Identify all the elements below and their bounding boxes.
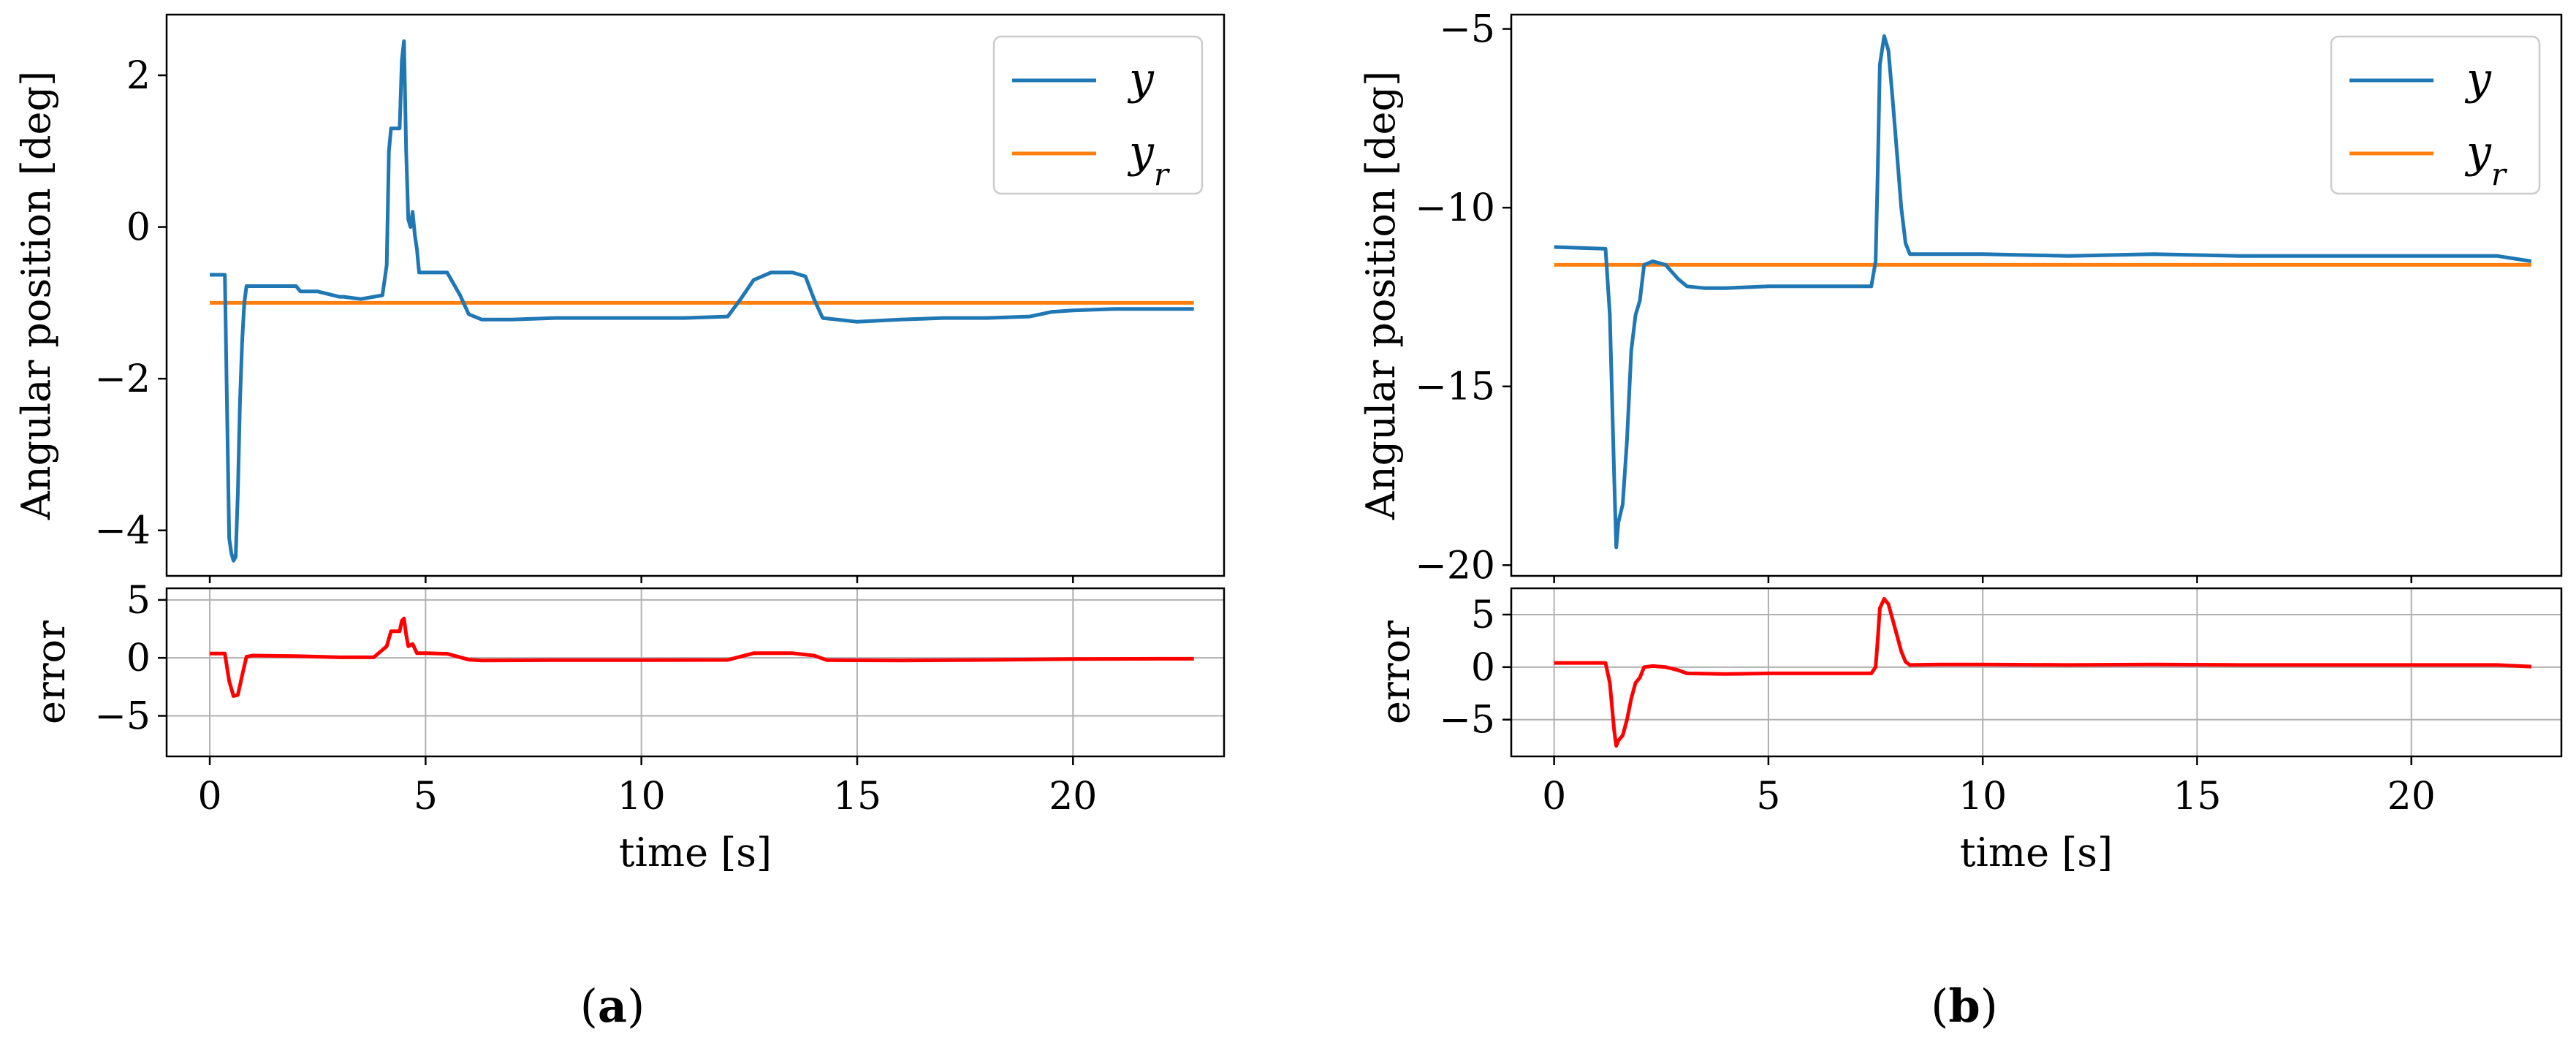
legend-label-main: y — [2464, 126, 2492, 178]
x-axis-label: time [s] — [619, 829, 772, 876]
legend-label-y: y — [1127, 53, 1155, 105]
legend-label-subscript: r — [1154, 156, 1171, 192]
y-tick-label: 0 — [126, 206, 151, 250]
top-axes-frame — [1510, 13, 2563, 577]
y-tick-label: 5 — [1471, 593, 1495, 637]
legend-label-main: y — [1127, 53, 1155, 105]
legend: yyr — [2330, 35, 2541, 195]
y-tick-label: −5 — [94, 694, 151, 738]
y-tick-label: −5 — [1439, 8, 1495, 52]
panel-caption: (b) — [1931, 979, 1998, 1033]
y-tick-label: −5 — [1439, 699, 1495, 743]
y-tick-label: −20 — [1415, 544, 1495, 588]
x-tick-label: 10 — [618, 775, 666, 819]
y-tick-label: 2 — [126, 54, 151, 98]
x-tick-label: 15 — [833, 775, 881, 819]
panel-caption: (a) — [580, 979, 645, 1033]
x-tick-label: 5 — [414, 775, 438, 819]
x-tick-label: 10 — [1958, 775, 2007, 819]
caption-paren-open: ( — [580, 979, 598, 1033]
y-tick-label: −4 — [94, 509, 151, 553]
error-axes-frame — [1510, 587, 2563, 758]
y-axis-label: Angular position [deg] — [1358, 71, 1404, 520]
x-tick-label: 5 — [1756, 775, 1780, 819]
y-tick-label: 5 — [126, 579, 151, 623]
y-axis-label-error: error — [28, 620, 74, 724]
legend-label-y-r: yr — [1127, 126, 1171, 192]
caption-label: a — [598, 979, 627, 1033]
y-tick-label: 0 — [126, 637, 151, 680]
y-axis-label-error: error — [1372, 620, 1418, 724]
y-tick-label: −10 — [1415, 186, 1495, 230]
y-tick-label: −2 — [94, 357, 151, 401]
y-axis-label: Angular position [deg] — [13, 71, 59, 520]
y-tick-label: 0 — [1471, 646, 1495, 690]
series-line-error — [1554, 596, 2532, 748]
x-tick-label: 20 — [2387, 775, 2436, 819]
caption-label: b — [1948, 979, 1980, 1033]
legend: yyr — [992, 35, 1204, 195]
x-tick-label: 0 — [1542, 775, 1566, 819]
error-axes: 5 0 −5 error 0 5 10 15 20 time [s] — [1372, 587, 2563, 876]
caption-paren-close: ) — [627, 979, 645, 1033]
legend-box — [2330, 35, 2541, 195]
x-tick-label: 0 — [198, 775, 222, 819]
error-axes: 5 0 −5 error 0 5 10 15 20 time [s] — [28, 579, 1226, 876]
caption-paren-close: ) — [1980, 979, 1998, 1033]
x-axis-label: time [s] — [1960, 829, 2113, 876]
series-line-error — [210, 616, 1194, 698]
y-tick-label: −15 — [1415, 365, 1495, 409]
series-line-y — [1554, 34, 2532, 550]
legend-label-subscript: r — [2491, 156, 2508, 192]
error-axes-frame — [165, 587, 1226, 758]
series-line-y — [210, 39, 1194, 563]
legend-label-y: y — [2464, 53, 2492, 105]
legend-box — [992, 35, 1204, 195]
legend-label-main: y — [2464, 53, 2492, 105]
legend-label-main: y — [1127, 126, 1155, 178]
caption-paren-open: ( — [1931, 979, 1948, 1033]
x-tick-label: 15 — [2173, 775, 2221, 819]
x-tick-label: 20 — [1049, 775, 1097, 819]
legend-label-y-r: yr — [2464, 126, 2508, 192]
top-axes-frame — [165, 13, 1226, 577]
